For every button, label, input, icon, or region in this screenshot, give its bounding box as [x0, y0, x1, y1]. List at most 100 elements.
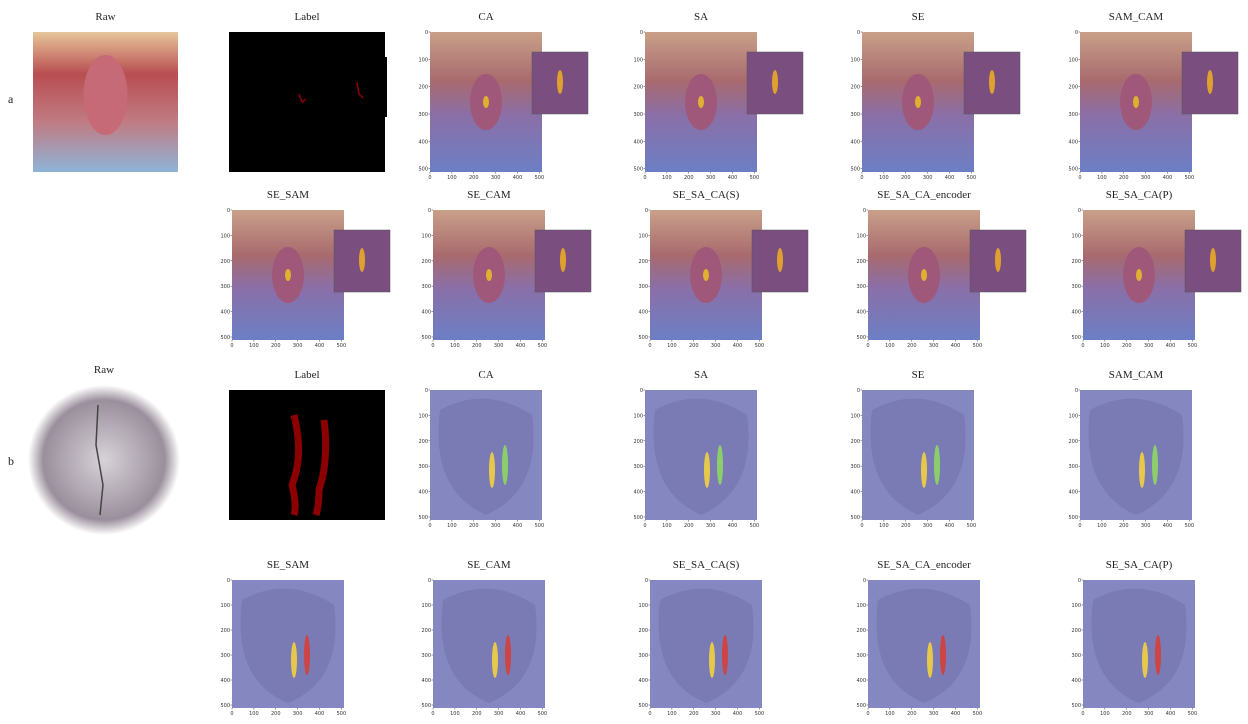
x-tick-label: 100	[1100, 343, 1110, 349]
y-tick-label: 200	[856, 259, 866, 265]
x-tick-label: 100	[667, 711, 677, 717]
y-tick-label: 400	[220, 310, 230, 316]
hotspot	[915, 96, 921, 108]
x-tick-label: 0	[431, 343, 434, 349]
y-tick-label: 100	[418, 413, 428, 419]
y-tick-label: 300	[1071, 653, 1081, 659]
panel-title: Label	[294, 11, 319, 23]
inset-hotspot	[777, 248, 783, 272]
panel-title: SE_SA_CA_encoder	[877, 189, 971, 201]
y-tick-label: 200	[638, 628, 648, 634]
x-tick-label: 0	[431, 711, 434, 717]
hotspot	[709, 642, 715, 678]
y-tick-label: 400	[418, 139, 428, 145]
x-tick-label: 500	[535, 175, 545, 181]
y-tick-label: 200	[1071, 259, 1081, 265]
y-tick-label: 200	[1068, 439, 1078, 445]
y-tick-label: 0	[428, 578, 431, 584]
hotspot	[291, 642, 297, 678]
x-tick-label: 200	[689, 711, 699, 717]
x-tick-label: 500	[1185, 523, 1195, 529]
y-tick-label: 0	[425, 30, 428, 36]
x-tick-label: 200	[271, 711, 281, 717]
x-tick-label: 400	[951, 711, 961, 717]
x-tick-label: 300	[929, 343, 939, 349]
x-tick-label: 100	[1097, 175, 1107, 181]
y-tick-label: 500	[1071, 335, 1081, 341]
x-tick-label: 400	[733, 711, 743, 717]
hotspot	[1142, 642, 1148, 678]
hotspot	[1136, 269, 1142, 281]
label-image	[229, 390, 385, 520]
y-tick-label: 500	[418, 167, 428, 173]
x-tick-label: 100	[1097, 523, 1107, 529]
x-tick-label: 300	[1144, 711, 1154, 717]
y-tick-label: 300	[850, 112, 860, 118]
y-tick-label: 0	[428, 208, 431, 214]
y-tick-label: 200	[1068, 85, 1078, 91]
hotspot	[927, 642, 933, 678]
panel-title: SE_SAM	[267, 189, 309, 201]
y-tick-label: 0	[1075, 30, 1078, 36]
y-tick-label: 200	[1071, 628, 1081, 634]
y-tick-label: 100	[638, 603, 648, 609]
x-tick-label: 400	[945, 523, 955, 529]
y-tick-label: 400	[856, 678, 866, 684]
hotspot	[492, 642, 498, 678]
hotspot	[704, 452, 710, 488]
y-tick-label: 100	[418, 57, 428, 63]
hotspot	[483, 96, 489, 108]
x-tick-label: 300	[293, 343, 303, 349]
x-tick-label: 200	[907, 343, 917, 349]
y-tick-label: 0	[227, 208, 230, 214]
x-tick-label: 400	[513, 175, 523, 181]
x-tick-label: 100	[662, 523, 672, 529]
hotspot	[921, 269, 927, 281]
y-tick-label: 0	[863, 578, 866, 584]
x-tick-label: 100	[450, 711, 460, 717]
x-tick-label: 400	[1166, 711, 1176, 717]
y-tick-label: 400	[856, 310, 866, 316]
x-tick-label: 100	[879, 175, 889, 181]
panel-title: SE	[912, 11, 925, 23]
panel-title: SAM_CAM	[1109, 11, 1164, 23]
hotspot	[489, 452, 495, 488]
y-tick-label: 300	[856, 284, 866, 290]
hotspot	[934, 445, 940, 485]
inset-hotspot	[1207, 70, 1213, 94]
x-tick-label: 200	[684, 523, 694, 529]
x-tick-label: 0	[428, 523, 431, 529]
y-tick-label: 300	[418, 112, 428, 118]
x-tick-label: 300	[293, 711, 303, 717]
x-tick-label: 500	[750, 523, 760, 529]
y-tick-label: 0	[640, 388, 643, 394]
y-tick-label: 200	[418, 85, 428, 91]
hotspot	[722, 635, 728, 675]
y-tick-label: 400	[421, 310, 431, 316]
inset-hotspot	[989, 70, 995, 94]
y-tick-label: 400	[633, 490, 643, 496]
x-tick-label: 500	[538, 343, 548, 349]
y-tick-label: 100	[1068, 413, 1078, 419]
y-tick-label: 400	[1071, 678, 1081, 684]
inset-hotspot	[1210, 248, 1216, 272]
y-tick-label: 200	[220, 628, 230, 634]
x-tick-label: 500	[973, 711, 983, 717]
hotspot	[505, 635, 511, 675]
x-tick-label: 200	[689, 343, 699, 349]
y-tick-label: 200	[421, 259, 431, 265]
x-tick-label: 0	[1078, 523, 1081, 529]
y-tick-label: 300	[418, 464, 428, 470]
y-tick-label: 0	[857, 30, 860, 36]
y-tick-label: 0	[425, 388, 428, 394]
y-tick-label: 200	[633, 439, 643, 445]
x-tick-label: 500	[755, 343, 765, 349]
x-tick-label: 200	[271, 343, 281, 349]
x-tick-label: 500	[1188, 711, 1198, 717]
hotspot	[703, 269, 709, 281]
y-tick-label: 0	[640, 30, 643, 36]
y-tick-label: 500	[1068, 167, 1078, 173]
y-tick-label: 500	[856, 335, 866, 341]
y-tick-label: 100	[633, 413, 643, 419]
x-tick-label: 200	[684, 175, 694, 181]
